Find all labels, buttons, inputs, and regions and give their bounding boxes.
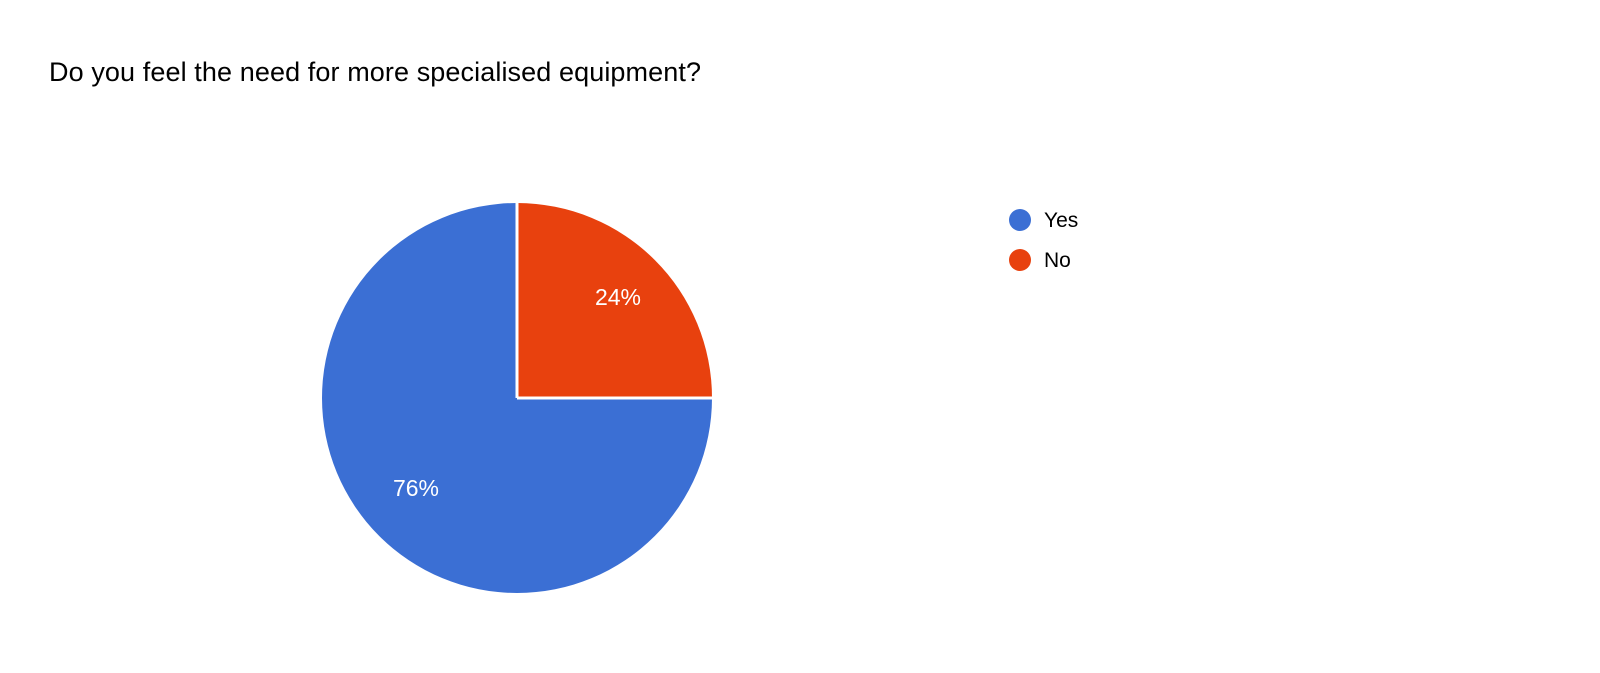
circle-swatch-icon (1009, 249, 1031, 271)
chart-legend: Yes No (1009, 200, 1249, 280)
pie-slice-no[interactable] (517, 203, 712, 398)
legend-item-label: No (1044, 248, 1071, 272)
pie-svg: 24% 76% (322, 203, 712, 593)
slice-value-label-no: 24% (595, 284, 641, 310)
slice-value-label-yes: 76% (393, 475, 439, 501)
legend-item-label: Yes (1044, 208, 1079, 232)
pie-plot-area: 24% 76% (322, 203, 712, 593)
circle-swatch-icon (1009, 209, 1031, 231)
legend-item-no[interactable]: No (1009, 240, 1249, 280)
chart-title: Do you feel the need for more specialise… (49, 57, 702, 87)
legend-item-yes[interactable]: Yes (1009, 200, 1249, 240)
